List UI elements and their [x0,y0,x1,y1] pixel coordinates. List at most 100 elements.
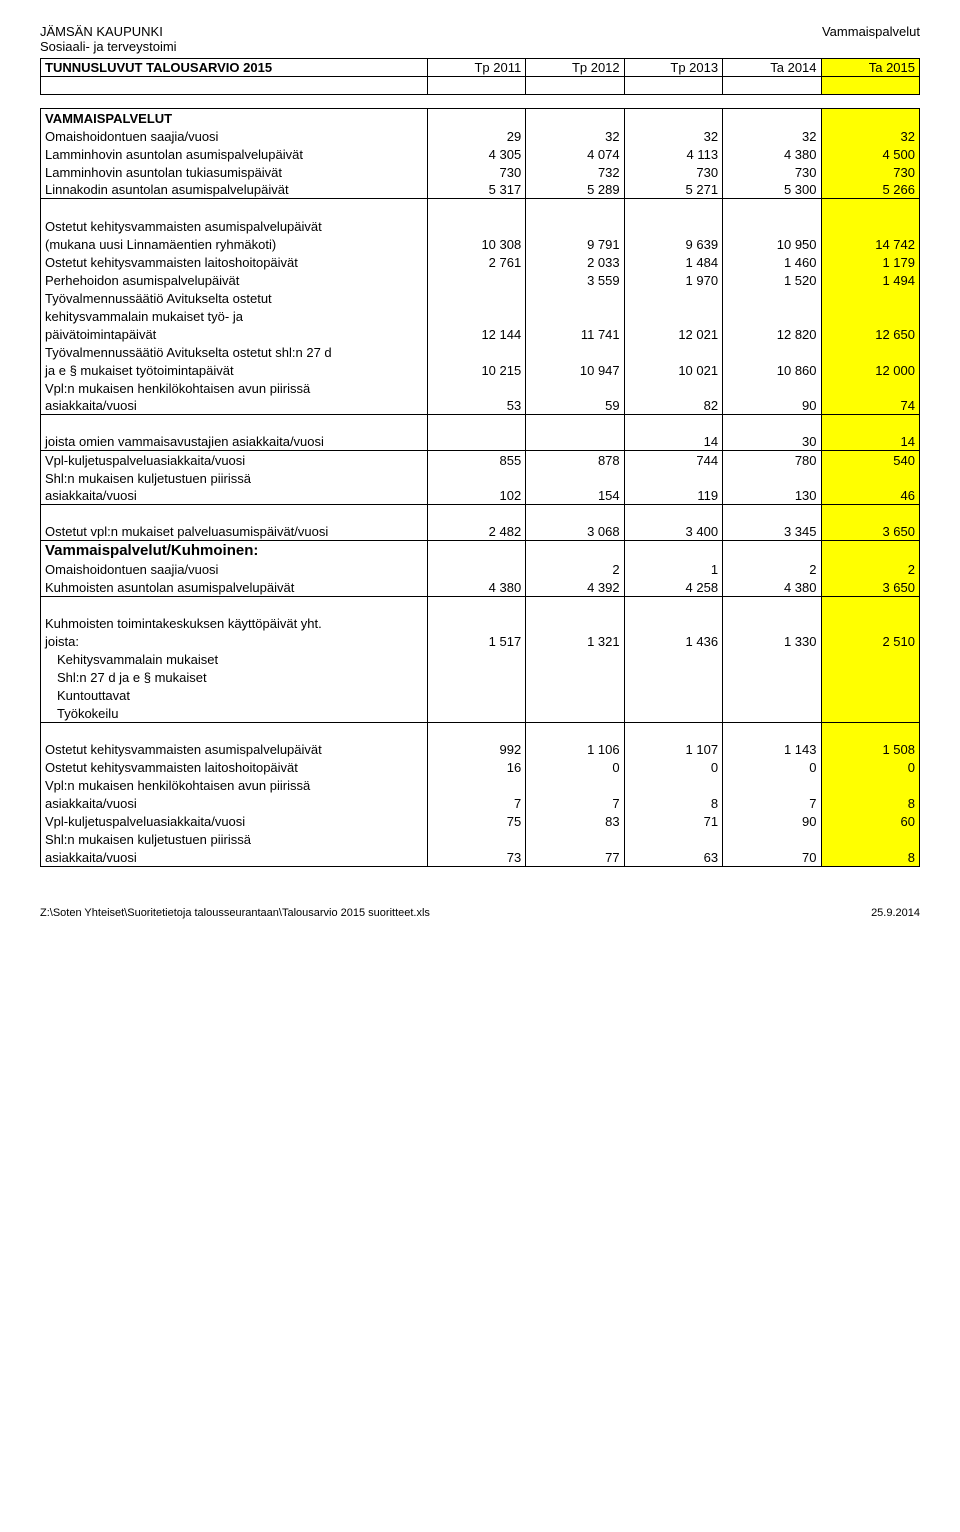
row-label: Shl:n mukaisen kuljetustuen piirissä [41,469,428,487]
cell: 3 345 [723,523,821,541]
cell: 4 392 [526,578,624,596]
empty-cell [427,77,525,95]
row-label: Työvalmennussäätiö Avitukselta ostetut [41,289,428,307]
empty-cell [821,77,919,95]
cell: 1 107 [624,740,722,758]
cell: 730 [624,163,722,181]
cell: 5 271 [624,181,722,199]
cell: 3 559 [526,271,624,289]
cell: 63 [624,848,722,866]
cell: 1 460 [723,253,821,271]
row-label: Kuhmoisten asuntolan asumispalvelupäivät [41,578,428,596]
cell: 540 [821,451,919,469]
cell: 1 484 [624,253,722,271]
page-header: JÄMSÄN KAUPUNKI Sosiaali- ja terveystoim… [40,24,920,54]
cell: 74 [821,397,919,415]
cell: 2 761 [427,253,525,271]
cell: 73 [427,848,525,866]
cell: 1 436 [624,632,722,650]
cell: 9 791 [526,235,624,253]
cell: 53 [427,397,525,415]
cell: 14 742 [821,235,919,253]
cell: 4 113 [624,145,722,163]
page-footer: Z:\Soten Yhteiset\Suoritetietoja talouss… [40,907,920,919]
data-table: TUNNUSLUVUT TALOUSARVIO 2015 Tp 2011 Tp … [40,58,920,867]
cell: 2 510 [821,632,919,650]
row-label: Vpl:n mukaisen henkilökohtaisen avun pii… [41,379,428,397]
cell: 3 400 [624,523,722,541]
cell: 5 317 [427,181,525,199]
cell: 7 [723,794,821,812]
cell: 4 305 [427,145,525,163]
col-header: Tp 2012 [526,59,624,77]
col-header: Ta 2014 [723,59,821,77]
cell: 10 950 [723,235,821,253]
cell: 5 266 [821,181,919,199]
cell: 2 482 [427,523,525,541]
cell: 4 380 [723,578,821,596]
cell: 10 947 [526,361,624,379]
row-label: joista: [41,632,428,650]
cell: 32 [723,127,821,145]
cell: 10 860 [723,361,821,379]
row-label: Shl:n mukaisen kuljetustuen piirissä [41,830,428,848]
cell: 77 [526,848,624,866]
empty-cell [41,77,428,95]
cell: 3 068 [526,523,624,541]
cell: 12 144 [427,325,525,343]
row-label: Kuntouttavat [41,686,428,704]
cell: 11 741 [526,325,624,343]
cell: 10 021 [624,361,722,379]
row-label: (mukana uusi Linnamäentien ryhmäkoti) [41,235,428,253]
cell: 90 [723,397,821,415]
cell: 4 380 [427,578,525,596]
cell: 9 639 [624,235,722,253]
cell: 12 000 [821,361,919,379]
row-label: Omaishoidontuen saajia/vuosi [41,127,428,145]
footer-date: 25.9.2014 [871,907,920,919]
col-header: Ta 2015 [821,59,919,77]
cell: 10 215 [427,361,525,379]
cell: 16 [427,758,525,776]
org-name: JÄMSÄN KAUPUNKI [40,24,163,39]
cell: 1 321 [526,632,624,650]
cell: 780 [723,451,821,469]
cell: 1 517 [427,632,525,650]
spacer [41,95,920,109]
cell: 8 [624,794,722,812]
row-label: Vpl-kuljetuspalveluasiakkaita/vuosi [41,812,428,830]
col-header: Tp 2013 [624,59,722,77]
cell [427,560,525,578]
row-label: Perhehoidon asumispalvelupäivät [41,271,428,289]
row-label: Ostetut kehitysvammaisten laitoshoitopäi… [41,253,428,271]
row-label: Työkokeilu [41,704,428,722]
section-heading: VAMMAISPALVELUT [41,109,428,127]
cell: 154 [526,487,624,505]
cell: 10 308 [427,235,525,253]
cell: 90 [723,812,821,830]
row-label: asiakkaita/vuosi [41,397,428,415]
row-label: Ostetut vpl:n mukaiset palveluasumispäiv… [41,523,428,541]
cell: 59 [526,397,624,415]
row-label: asiakkaita/vuosi [41,487,428,505]
cell: 32 [526,127,624,145]
cell: 2 033 [526,253,624,271]
cell: 992 [427,740,525,758]
cell: 29 [427,127,525,145]
row-label: Shl:n 27 d ja e § mukaiset [41,668,428,686]
cell: 4 074 [526,145,624,163]
row-label: Linnakodin asuntolan asumispalvelupäivät [41,181,428,199]
row-label: asiakkaita/vuosi [41,794,428,812]
cell: 1 330 [723,632,821,650]
cell [427,433,525,451]
page: JÄMSÄN KAUPUNKI Sosiaali- ja terveystoim… [0,0,960,959]
org-unit: Sosiaali- ja terveystoimi [40,39,177,54]
empty-cell [624,77,722,95]
cell: 878 [526,451,624,469]
cell: 3 650 [821,578,919,596]
row-label: Omaishoidontuen saajia/vuosi [41,560,428,578]
row-label: Työvalmennussäätiö Avitukselta ostetut s… [41,343,428,361]
cell: 730 [723,163,821,181]
cell: 744 [624,451,722,469]
cell: 32 [821,127,919,145]
